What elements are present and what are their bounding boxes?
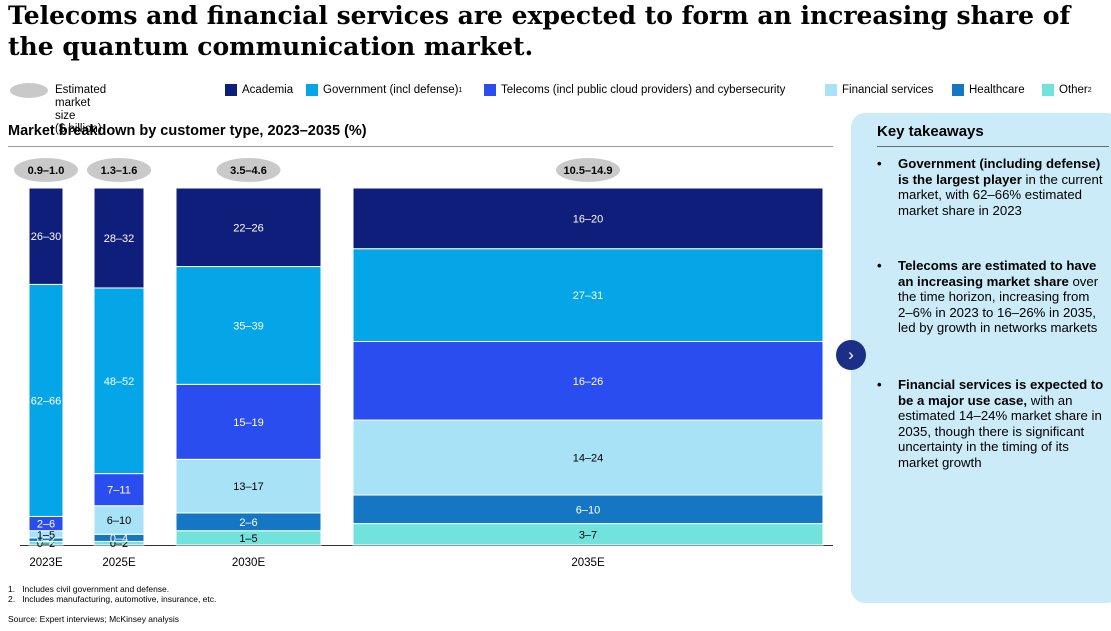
takeaway-item: • Telecoms are estimated to have an incr… [877,258,1099,336]
bar-value-label: 2–6 [239,517,257,529]
takeaway-item: • Financial services is expected to be a… [877,377,1104,470]
legend-swatch [306,84,318,96]
bar-segment [175,187,322,268]
stacked-bar-chart: 0–20–21–52–662–6626–300.9–1.02023E0–20–4… [14,158,833,569]
bar-segment [93,473,145,507]
x-tick-label: 2025E [102,557,136,569]
bar-segment [93,505,145,535]
market-size-ellipse [556,158,620,182]
legend-item-financial-services: Financial services [825,84,933,96]
x-tick-label: 2030E [232,557,266,569]
bar-value-label: 7–11 [107,485,131,497]
chevron-right-icon[interactable]: › [836,340,866,370]
bar-value-label: 28–32 [104,233,135,245]
bar-segment [352,341,824,421]
footnote: 1. Includes civil government and defense… [8,584,170,594]
legend-item-healthcare: Healthcare [952,84,1025,96]
bar-value-label: 15–19 [233,417,264,429]
x-tick-label: 2023E [29,557,63,569]
bar-value-label: 0–4 [110,533,128,545]
bar-value-label: 1–5 [239,533,257,545]
key-takeaways-title: Key takeaways [877,123,984,140]
bar-value-label: 14–24 [573,453,604,465]
bar-segment [28,187,64,285]
legend-item-telecoms: Telecoms (incl public cloud providers) a… [484,84,785,96]
bar-segment [93,287,145,475]
market-size-label: 0.9–1.0 [28,165,65,177]
bullet: • [877,156,882,171]
bar-value-label: 16–26 [573,376,604,388]
bar-segment [175,266,322,385]
bar-value-label: 1–5 [37,529,55,541]
legend-swatch [225,84,237,96]
bar-segment [352,494,824,525]
legend-swatch [484,84,496,96]
bar-value-label: 35–39 [233,320,264,332]
page-title: Telecoms and financial services are expe… [8,1,1071,61]
legend-swatch [825,84,837,96]
legend-swatch [952,84,964,96]
bar-segment [352,248,824,343]
key-takeaways-panel: Key takeaways • Government (including de… [851,113,1111,603]
legend-item-other: Other 2 [1042,84,1092,96]
bar-value-label: 2–6 [37,519,55,531]
bar-value-label: 48–52 [104,376,135,388]
takeaway-item: • Government (including defense) is the … [877,156,1103,218]
bar-segment [352,187,824,250]
market-size-label: 3.5–4.6 [230,165,267,177]
bar-value-label: 13–17 [233,481,264,493]
chart-title: Market breakdown by customer type, 2023–… [8,123,367,139]
legend-swatch [1042,84,1054,96]
market-size-label: 1.3–1.6 [101,165,138,177]
market-size-ellipse [14,158,78,182]
legend-item-academia: Academia [225,84,293,96]
bar-segment [175,383,322,460]
market-size-ellipse [87,158,151,182]
bar-segment [93,187,145,289]
market-size-legend-ellipse [10,83,48,98]
bar-value-label: 26–30 [31,231,62,243]
bullet: • [877,377,882,392]
bar-value-label: 22–26 [233,222,264,234]
bullet: • [877,258,882,273]
bar-value-label: 27–31 [573,290,604,302]
bar-segment [28,283,64,517]
bar-value-label: 62–66 [31,395,62,407]
footnote: 2. Includes manufacturing, automotive, i… [8,594,217,604]
divider [877,146,1109,147]
x-tick-label: 2035E [571,557,605,569]
legend-item-government: Government (incl defense) 1 [306,84,462,96]
bar-value-label: 6–10 [576,504,600,516]
source-note: Source: Expert interviews; McKinsey anal… [8,614,180,624]
footnotes: 1. Includes civil government and defense… [8,584,216,604]
bar-segment [175,458,322,514]
market-size-legend-label: Estimated market size ($ billion) [55,84,107,135]
bar-value-label: 3–7 [579,529,597,541]
market-size-ellipse [216,158,281,182]
divider [8,146,833,147]
bar-value-label: 16–20 [573,213,604,225]
market-size-label: 10.5–14.9 [564,165,613,177]
bar-value-label: 6–10 [107,515,131,527]
